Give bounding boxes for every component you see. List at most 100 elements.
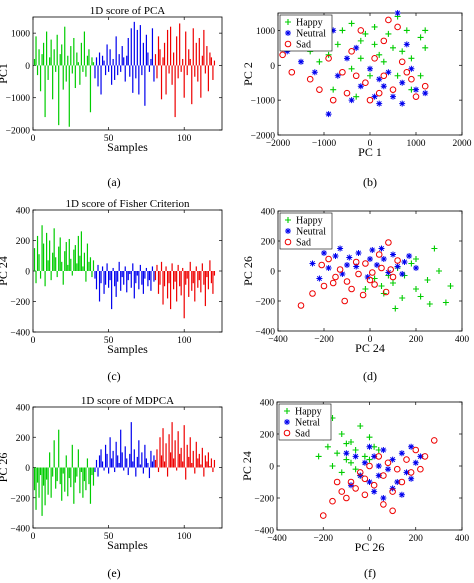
bar <box>65 455 67 468</box>
point-star <box>398 491 405 498</box>
point-circle <box>421 82 429 90</box>
series-sad <box>319 437 438 519</box>
x-axis-label: Samples <box>107 140 148 154</box>
x-axis-label: Samples <box>107 538 148 552</box>
bar <box>112 58 114 66</box>
bar <box>123 57 125 66</box>
point-star <box>394 10 401 16</box>
y-tick-label: 400 <box>260 399 275 409</box>
bar <box>85 467 87 491</box>
caption-f: (f) <box>364 566 376 580</box>
point-circle <box>398 478 406 486</box>
bar <box>49 240 51 271</box>
bar <box>136 29 138 66</box>
y-tick-label: 200 <box>260 431 275 441</box>
point-circle <box>375 251 383 258</box>
point-plus <box>315 453 322 460</box>
bar <box>174 271 176 282</box>
bar <box>163 461 166 468</box>
point-plus <box>422 44 429 51</box>
bar <box>198 453 200 468</box>
x-tick-label: 0 <box>368 139 373 149</box>
bar <box>95 57 98 66</box>
bar <box>192 450 194 468</box>
chart-b: −2000 −1000 0 1000 2000 −2000 −1000 0 1000 PC 1 PC… <box>241 10 472 159</box>
bar <box>98 455 101 468</box>
point-plus <box>334 450 341 457</box>
bar <box>98 52 101 66</box>
bar <box>203 271 205 285</box>
bar <box>44 467 46 506</box>
x-tick-label: 1000 <box>407 139 426 149</box>
point-circle <box>362 79 369 87</box>
bar <box>117 455 119 468</box>
x-tick-label: −400 <box>268 335 288 345</box>
bar <box>56 34 58 66</box>
point-plus <box>357 423 364 429</box>
series-happy <box>33 225 95 287</box>
point-plus <box>424 277 431 283</box>
bar <box>115 441 117 468</box>
bar <box>47 467 49 495</box>
bar <box>159 49 161 66</box>
legend-label: Neutral <box>296 29 326 40</box>
point-star <box>389 456 396 463</box>
bar <box>126 55 128 66</box>
bar <box>129 65 131 77</box>
bar <box>127 271 129 281</box>
bar <box>42 42 45 66</box>
bar <box>130 422 132 468</box>
bar <box>95 271 98 290</box>
bar <box>198 37 200 66</box>
bar <box>150 450 152 468</box>
x-tick-label: 50 <box>104 532 114 542</box>
point-circle <box>306 75 314 83</box>
bar <box>200 464 202 468</box>
point-star <box>398 450 405 457</box>
chart-d: −400 −200 0 200 400 −400 −200 0 200 400 PC 24 PC 26… <box>241 208 469 356</box>
bar <box>186 65 188 76</box>
bar <box>179 453 181 468</box>
y-tick-label: −200 <box>254 495 274 505</box>
bar <box>197 458 199 468</box>
bar <box>36 65 39 76</box>
bar <box>109 49 111 66</box>
bar <box>53 440 55 468</box>
point-plus <box>371 41 378 48</box>
x-tick-label: −400 <box>267 534 287 544</box>
bar <box>104 65 107 76</box>
point-circle <box>408 75 415 83</box>
point-star <box>399 79 406 86</box>
point-plus <box>348 65 355 72</box>
point-plus <box>352 466 359 473</box>
chart-f: −400 −200 0 200 400 −400 −200 0 200 400 PC 26 PC 24… <box>240 399 469 555</box>
point-circle <box>394 257 401 264</box>
bar <box>162 428 164 468</box>
point-star <box>344 262 350 268</box>
bar <box>50 39 52 66</box>
bar <box>68 467 70 479</box>
chart-e: 0 50 100 −400 −200 0 200 400 Samples PC 26 1D scor… <box>0 395 223 552</box>
bar <box>135 271 137 284</box>
point-star <box>375 463 382 469</box>
bar <box>86 55 89 66</box>
y-tick-label: 1000 <box>256 27 275 37</box>
bar <box>103 60 105 66</box>
bar <box>156 449 158 468</box>
point-star <box>408 65 415 72</box>
bar <box>108 271 110 288</box>
bar <box>162 271 164 305</box>
bar <box>142 467 144 474</box>
point-circle <box>318 261 326 269</box>
legend-label: Happy <box>296 216 323 227</box>
point-star <box>325 111 332 118</box>
point-plus <box>361 453 368 460</box>
point-circle <box>412 93 420 100</box>
bar <box>106 453 108 468</box>
bar <box>204 65 206 74</box>
point-plus <box>339 27 346 34</box>
point-circle <box>370 481 378 489</box>
bar <box>166 467 169 477</box>
bar <box>67 264 69 271</box>
point-star <box>385 269 392 276</box>
